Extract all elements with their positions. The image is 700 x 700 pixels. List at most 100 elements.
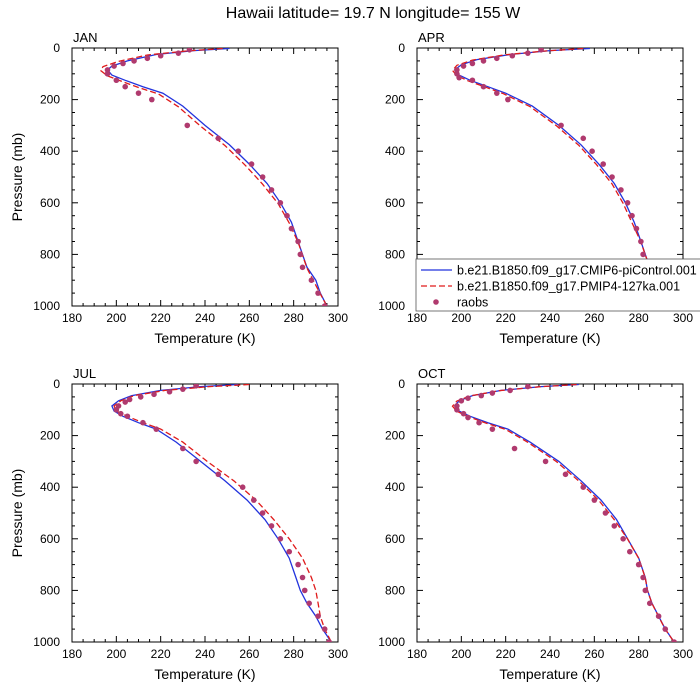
raobs-point <box>456 74 462 81</box>
x-tick-label: 200 <box>451 647 471 661</box>
x-tick-label: 220 <box>151 311 171 325</box>
y-tick-label: 600 <box>385 196 405 210</box>
raobs-point <box>301 587 308 594</box>
plot-area <box>451 384 677 642</box>
raobs-point <box>480 58 487 64</box>
y-tick-label: 600 <box>40 532 60 546</box>
y-tick-label: 0 <box>53 41 60 55</box>
raobs-point <box>562 471 569 478</box>
raobs-point <box>306 600 312 607</box>
x-tick-label: 280 <box>629 311 649 325</box>
raobs-point <box>144 55 151 62</box>
x-tick-label: 260 <box>239 647 259 661</box>
raobs-point <box>321 303 328 306</box>
raobs-point <box>215 471 222 478</box>
raobs-point <box>137 394 144 400</box>
raobs-point <box>505 96 511 103</box>
raobs-point <box>602 510 609 516</box>
raobs-point <box>180 386 186 392</box>
y-tick-label: 800 <box>40 583 60 597</box>
figure-title: Hawaii latitude= 19.7 N longitude= 155 W <box>226 5 521 22</box>
raobs-point <box>166 388 173 395</box>
x-tick-label: 180 <box>407 647 427 661</box>
y-tick-label: 1000 <box>378 635 405 649</box>
y-tick-label: 400 <box>385 480 405 494</box>
raobs-point <box>454 403 460 409</box>
panel-title: APR <box>418 30 445 45</box>
legend-box <box>415 258 700 312</box>
raobs-point <box>140 419 146 426</box>
raobs-point <box>480 83 487 90</box>
raobs-point <box>126 396 133 403</box>
raobs-point <box>454 407 460 413</box>
x-tick-label: 280 <box>284 647 304 661</box>
raobs-point <box>525 50 531 56</box>
raobs-point <box>600 161 606 167</box>
raobs-point <box>117 410 124 417</box>
raobs-point <box>321 626 328 632</box>
raobs-point <box>609 174 615 180</box>
raobs-point <box>478 392 485 399</box>
raobs-point <box>469 60 476 67</box>
raobs-point <box>277 536 284 542</box>
raobs-point <box>558 122 564 129</box>
raobs-point <box>458 397 465 404</box>
raobs-point <box>640 574 646 581</box>
raobs-point <box>476 419 482 426</box>
raobs-point <box>250 497 257 503</box>
raobs-point <box>538 48 544 53</box>
raobs-point <box>494 90 500 96</box>
raobs-point <box>268 187 275 193</box>
legend-dot-raobs <box>433 299 439 305</box>
raobs-point <box>629 212 635 219</box>
raobs-point <box>288 225 295 232</box>
y-tick-label: 400 <box>40 480 60 494</box>
y-tick-label: 800 <box>385 247 405 261</box>
y-tick-label: 1000 <box>33 635 60 649</box>
x-axis-label: Temperature (K) <box>499 666 600 682</box>
raobs-point <box>489 390 496 396</box>
y-tick-label: 400 <box>40 144 60 158</box>
legend-label: raobs <box>457 296 488 310</box>
raobs-point <box>454 67 460 73</box>
raobs-point <box>193 384 199 389</box>
plot-area <box>99 48 328 306</box>
x-tick-label: 300 <box>673 647 693 661</box>
raobs-point <box>122 83 128 90</box>
raobs-point <box>235 148 242 154</box>
panel-title: OCT <box>418 366 446 381</box>
raobs-point <box>618 187 624 193</box>
raobs-point <box>122 399 128 405</box>
raobs-point <box>671 639 677 642</box>
x-tick-label: 260 <box>584 311 604 325</box>
raobs-point <box>635 561 642 568</box>
y-tick-label: 0 <box>398 41 405 55</box>
raobs-point <box>248 161 255 167</box>
raobs-point <box>589 148 595 154</box>
raobs-point <box>507 387 513 394</box>
x-axis-label: Temperature (K) <box>154 666 255 682</box>
raobs-point <box>259 510 266 516</box>
raobs-point <box>131 58 137 64</box>
x-tick-label: 240 <box>195 311 215 325</box>
panel-title: JUL <box>73 366 96 381</box>
raobs-point <box>465 414 471 421</box>
piControl-line <box>106 48 328 306</box>
legend-label: b.e21.B1850.f09_g17.CMIP6-piControl.001 <box>457 264 697 278</box>
pmip4-127ka-line <box>451 384 675 642</box>
x-tick-label: 220 <box>496 647 516 661</box>
raobs-point <box>175 50 182 56</box>
x-tick-label: 300 <box>673 311 693 325</box>
raobs-point <box>633 225 640 232</box>
raobs-point <box>580 484 587 491</box>
raobs-point <box>297 251 304 258</box>
x-tick-label: 300 <box>328 647 348 661</box>
raobs-point <box>489 426 496 432</box>
raobs-point <box>460 410 467 417</box>
raobs-point <box>120 60 126 67</box>
raobs-point <box>542 458 549 465</box>
y-tick-label: 600 <box>40 196 60 210</box>
raobs-point <box>215 135 222 142</box>
y-tick-label: 0 <box>398 377 405 391</box>
raobs-point <box>315 290 321 296</box>
